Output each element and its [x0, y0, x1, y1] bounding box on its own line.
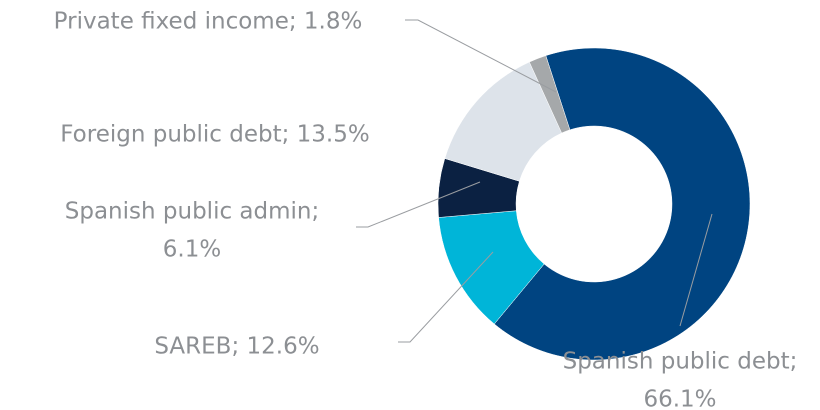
- leader-line: [679, 213, 713, 327]
- donut-segment: [493, 47, 751, 361]
- data-label: Private fixed income; 1.8%: [54, 9, 363, 35]
- data-label: 66.1%: [643, 387, 716, 410]
- data-label: Spanish public admin;: [65, 199, 319, 225]
- data-label: Foreign public debt; 13.5%: [60, 122, 369, 148]
- leader-line: [398, 251, 494, 343]
- donut-segment: [529, 55, 571, 134]
- data-label: SAREB; 12.6%: [154, 334, 319, 360]
- leader-line: [405, 19, 557, 93]
- data-label: Spanish public debt;: [563, 349, 798, 375]
- leader-line: [356, 181, 481, 228]
- data-label: 6.1%: [163, 237, 221, 263]
